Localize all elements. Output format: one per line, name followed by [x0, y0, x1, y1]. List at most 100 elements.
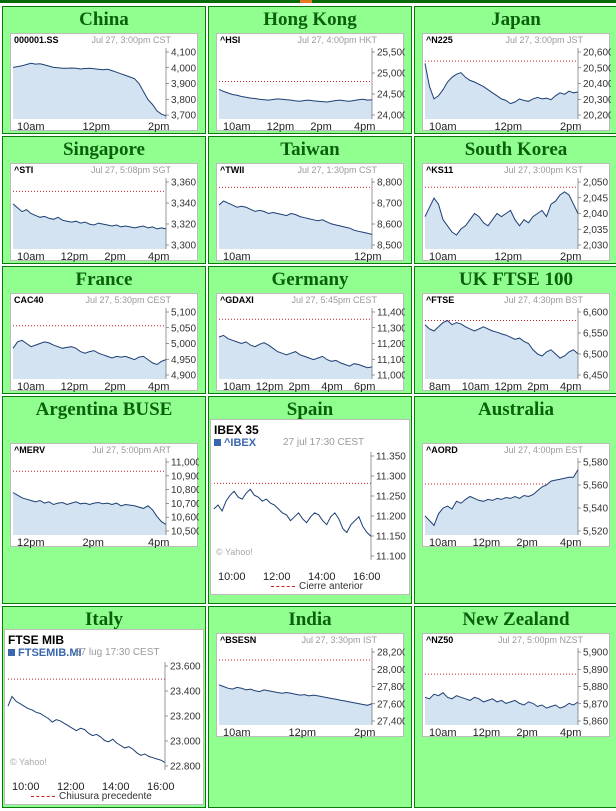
market-title: New Zealand: [462, 609, 570, 630]
price-area: [425, 191, 578, 249]
y-tick-label: 6,600: [583, 308, 608, 319]
y-tick-label: 10,700: [171, 499, 199, 510]
x-tick-label: 2pm: [83, 537, 104, 548]
chart-timestamp: Jul 27, 1:30pm CST: [297, 165, 377, 175]
x-tick-label: 2pm: [527, 381, 548, 392]
price-chart-svg: © Yahoo!5,5805,5605,5405,52010am12pm2pm4…: [424, 458, 608, 548]
y-tick-label: 2,040: [583, 209, 608, 220]
market-panel: France© Yahoo!5,1005,0505,0004,9504,9001…: [2, 266, 206, 394]
x-tick-label: 10am: [429, 537, 457, 548]
chart-timestamp: Jul 27, 5:30pm CEST: [85, 295, 171, 305]
index-chart[interactable]: © Yahoo!20,60020,50020,40020,30020,20010…: [422, 33, 611, 132]
index-chart[interactable]: © Yahoo!25,50025,00024,50024,00010am12pm…: [216, 33, 405, 132]
x-tick-label: 10am: [223, 121, 251, 132]
price-area: [13, 203, 166, 249]
chart-symbol: ^AORD: [426, 445, 458, 455]
x-tick-label: 12pm: [267, 121, 295, 132]
market-panel: UK FTSE 100© Yahoo!6,6006,5506,5006,4508…: [414, 266, 616, 394]
market-panel: India© Yahoo!28,20028,00027,80027,60027,…: [208, 606, 412, 808]
chart-symbol: ^KS11: [426, 165, 454, 175]
index-chart[interactable]: © Yahoo! 11.350 11.300 11.250 11.200 11.150 11…: [210, 419, 410, 595]
x-tick-label: 12pm: [61, 381, 89, 392]
x-tick-label: 10am: [17, 121, 45, 132]
y-tick-label: 10,900: [171, 471, 199, 482]
market-panel: Germany © Yahoo!11,40011,30011,20011,1001…: [208, 266, 412, 394]
index-chart[interactable]: © Yahoo!11,40011,30011,20011,10011,00010…: [216, 293, 405, 392]
y-tick-label: 2,035: [583, 225, 608, 236]
chart-timestamp: Jul 27, 5:00pm NZST: [497, 635, 583, 645]
y-tick-label: 5,560: [583, 481, 608, 492]
chart-symbol: ^FTSE: [426, 295, 455, 305]
y-tick-label: 5,870: [583, 699, 608, 710]
y-tick-label: 3,360: [171, 178, 196, 189]
price-line: [218, 200, 373, 235]
x-tick-label: 10am: [17, 251, 45, 262]
market-title: Germany: [271, 269, 349, 290]
y-tick-label: 23.000: [170, 737, 201, 748]
index-chart[interactable]: © Yahoo!2,0502,0452,0402,0352,03010am12p…: [422, 163, 610, 262]
x-tick-label: 10am: [223, 727, 251, 738]
index-chart[interactable]: © Yahoo!8,8008,7008,6008,50010am12pm^TWI…: [216, 163, 404, 262]
chart-symbol: ^STI: [14, 165, 34, 175]
y-tick-label: 2,050: [583, 178, 608, 189]
chart-ticker-link[interactable]: ^IBEX: [214, 437, 256, 449]
x-tick-label: 14:00: [308, 571, 336, 583]
y-tick-label: 5,520: [583, 527, 608, 538]
price-area: [13, 63, 166, 119]
legend-line: [31, 795, 55, 797]
index-chart[interactable]: © Yahoo! 23.600 23.400 23.200 23.000 22.800 10…: [4, 629, 204, 805]
x-tick-label: 2pm: [289, 381, 310, 392]
index-chart[interactable]: © Yahoo!28,20028,00027,80027,60027,40010…: [216, 633, 405, 738]
price-area: [425, 692, 578, 725]
x-tick-label: 12pm: [256, 381, 284, 392]
y-tick-label: 28,200: [377, 648, 405, 659]
index-chart[interactable]: © Yahoo!6,6006,5506,5006,4508am10am12pm2…: [422, 293, 610, 392]
chart-symbol: ^HSI: [220, 35, 241, 45]
index-chart[interactable]: © Yahoo!5,1005,0505,0004,9504,90010am12p…: [10, 293, 198, 392]
index-chart[interactable]: © Yahoo!3,3603,3403,3203,30010am12pm2pm4…: [10, 163, 198, 262]
price-chart-svg: © Yahoo!3,3603,3403,3203,30010am12pm2pm4…: [12, 178, 196, 262]
x-tick-label: 12pm: [495, 381, 523, 392]
price-chart-svg: © Yahoo!11,40011,30011,20011,10011,00010…: [218, 308, 405, 392]
index-chart[interactable]: © Yahoo!5,9005,8905,8805,8705,86010am12p…: [422, 633, 610, 738]
price-chart-svg: © Yahoo!6,6006,5506,5006,4508am10am12pm2…: [424, 308, 608, 392]
y-tick-label: 23.200: [170, 712, 201, 723]
y-tick-label: 11.100: [376, 552, 406, 563]
y-tick-label: 27,600: [377, 699, 405, 710]
y-tick-label: 25,500: [377, 48, 405, 59]
chart-ticker: FTSEMIB.MI: [18, 647, 82, 659]
chart-timestamp: Jul 27, 3:00pm JST: [505, 35, 583, 45]
market-title: Spain: [286, 399, 334, 420]
y-tick-label: 11.150: [376, 532, 406, 543]
chart-timestamp: Jul 27, 5:00pm ART: [92, 445, 171, 455]
top-accent-mark: [300, 0, 312, 3]
x-tick-label: 8am: [429, 381, 450, 392]
price-line: [12, 339, 167, 366]
index-chart[interactable]: © Yahoo!11,00010,90010,80010,70010,60010…: [10, 443, 199, 548]
y-tick-label: 11,000: [377, 371, 405, 382]
x-tick-label: 4pm: [148, 251, 169, 262]
y-tick-label: 20,300: [583, 95, 611, 106]
chart-timestamp: Jul 27, 4:00pm EST: [503, 445, 583, 455]
price-chart-svg: © Yahoo!2,0502,0452,0402,0352,03010am12p…: [424, 178, 608, 262]
market-title: Argentina BUSE: [35, 399, 173, 420]
legend-label: Chiusura precedente: [59, 791, 152, 802]
price-line: [12, 203, 167, 230]
y-tick-label: 5,900: [583, 648, 608, 659]
chart-ticker-link[interactable]: FTSEMIB.MI: [8, 647, 82, 659]
price-line: [424, 469, 579, 527]
x-tick-label: 10am: [429, 121, 457, 132]
chart-symbol: ^TWII: [220, 165, 245, 175]
market-grid: China © Yahoo! 4,100 4,000 3,900 3,800 3,700 10…: [2, 6, 616, 808]
previous-close-legend: Chiusura precedente: [31, 791, 152, 802]
index-chart[interactable]: © Yahoo!5,5805,5605,5405,52010am12pm2pm4…: [422, 443, 610, 548]
previous-close-legend: Cierre anterior: [271, 581, 363, 592]
market-panel: Taiwan© Yahoo!8,8008,7008,6008,50010am12…: [208, 136, 412, 264]
x-tick-label: 12pm: [289, 727, 317, 738]
y-tick-label: 6,450: [583, 371, 608, 382]
x-tick-label: 12pm: [495, 251, 523, 262]
index-chart[interactable]: © Yahoo!4,1004,0003,9003,8003,70010am12p…: [10, 33, 198, 132]
price-line: [218, 334, 373, 369]
chart-ticker: ^IBEX: [224, 437, 257, 449]
x-tick-label: 10:00: [218, 571, 246, 583]
